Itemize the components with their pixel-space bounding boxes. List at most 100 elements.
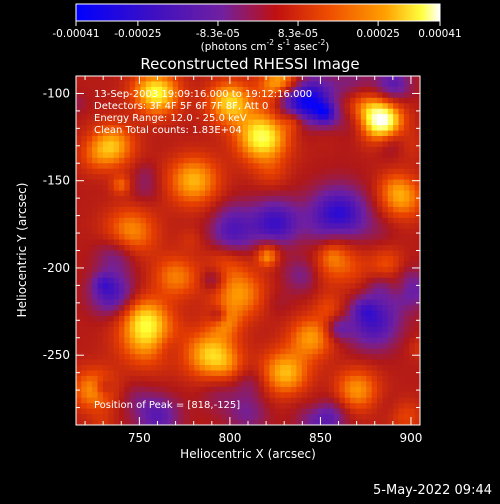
heatmap-cell <box>242 97 249 104</box>
heatmap-cell <box>366 179 373 186</box>
heatmap-cell <box>226 146 233 153</box>
heatmap-cell <box>183 392 190 399</box>
heatmap-cell <box>414 195 420 203</box>
heatmap-cell <box>119 108 125 115</box>
heatmap-cell <box>307 414 314 421</box>
heatmap-cell <box>296 370 303 377</box>
heatmap-cell <box>377 119 383 126</box>
heatmap-cell <box>135 365 142 372</box>
heatmap-cell <box>344 370 351 377</box>
heatmap-cell <box>145 277 152 284</box>
heatmap-cell <box>162 337 168 344</box>
heatmap-cell <box>355 114 362 121</box>
heatmap-cell <box>221 168 228 175</box>
heatmap-cell <box>140 288 147 295</box>
heatmap-cell <box>301 228 308 235</box>
heatmap-cell <box>414 152 420 159</box>
heatmap-cell <box>269 174 276 181</box>
heatmap-cell <box>360 277 367 284</box>
heatmap-cell <box>253 130 260 137</box>
heatmap-cell <box>248 245 254 252</box>
annotation-time: 13-Sep-2003 19:09:16.000 to 19:12:16.000 <box>94 89 312 100</box>
heatmap-cell <box>312 255 319 262</box>
heatmap-cell <box>366 321 373 328</box>
heatmap-cell <box>194 408 201 415</box>
heatmap-cell <box>258 414 265 421</box>
heatmap-cell <box>81 206 88 213</box>
heatmap-cell <box>183 97 190 104</box>
heatmap-cell <box>140 103 147 110</box>
heatmap-cell <box>377 97 383 104</box>
heatmap-cell <box>210 288 217 295</box>
heatmap-cell <box>140 239 147 246</box>
heatmap-cell <box>97 261 104 268</box>
heatmap-cell <box>387 152 394 159</box>
heatmap-cell <box>269 190 276 197</box>
heatmap-cell <box>113 146 120 153</box>
heatmap-cell <box>258 119 265 126</box>
heatmap-cell <box>253 185 260 192</box>
heatmap-cell <box>269 195 276 203</box>
heatmap-cell <box>231 185 238 192</box>
heatmap-cell <box>403 365 410 372</box>
heatmap-cell <box>86 76 93 83</box>
heatmap-cell <box>280 266 287 273</box>
heatmap-cell <box>183 337 190 344</box>
heatmap-cell <box>248 408 254 415</box>
heatmap-cell <box>269 76 276 83</box>
heatmap-cell <box>210 397 217 404</box>
heatmap-cell <box>307 103 314 110</box>
heatmap-cell <box>328 103 335 110</box>
heatmap-cell <box>253 310 260 317</box>
heatmap-cell <box>167 163 174 170</box>
heatmap-cell <box>221 414 228 421</box>
heatmap-cell <box>151 168 158 175</box>
heatmap-cell <box>258 190 265 197</box>
heatmap-cell <box>135 179 142 186</box>
heatmap-cell <box>140 81 147 88</box>
heatmap-cell <box>167 114 174 121</box>
heatmap-cell <box>162 141 168 148</box>
heatmap-cell <box>162 157 168 164</box>
heatmap-cell <box>210 337 217 344</box>
heatmap-cell <box>393 375 400 382</box>
heatmap-cell <box>301 277 308 284</box>
heatmap-cell <box>151 125 158 132</box>
heatmap-cell <box>194 239 201 246</box>
heatmap-cell <box>97 163 104 170</box>
heatmap-cell <box>124 337 131 344</box>
heatmap-cell <box>387 392 394 399</box>
heatmap-cell <box>264 414 271 421</box>
heatmap-cell <box>317 348 324 355</box>
heatmap-cell <box>280 228 287 235</box>
heatmap-cell <box>317 392 324 399</box>
heatmap-cell <box>162 315 168 322</box>
heatmap-cell <box>398 283 405 290</box>
heatmap-cell <box>269 408 276 415</box>
heatmap-cell <box>350 108 357 115</box>
heatmap-cell <box>264 272 271 279</box>
heatmap-cell <box>371 299 378 306</box>
heatmap-cell <box>162 228 168 235</box>
heatmap-cell <box>253 354 260 361</box>
heatmap-cell <box>183 255 190 262</box>
heatmap-cell <box>253 152 260 159</box>
heatmap-cell <box>113 261 120 268</box>
heatmap-cell <box>414 190 420 197</box>
heatmap-cell <box>382 119 389 126</box>
heatmap-cell <box>81 283 88 290</box>
heatmap-cell <box>242 354 249 361</box>
heatmap-cell <box>113 97 120 104</box>
heatmap-cell <box>258 272 265 279</box>
heatmap-cell <box>339 168 346 175</box>
heatmap-cell <box>344 266 351 273</box>
heatmap-cell <box>248 152 254 159</box>
heatmap-cell <box>328 250 335 257</box>
heatmap-cell <box>76 397 82 404</box>
heatmap-cell <box>274 228 281 235</box>
heatmap-cell <box>393 365 400 372</box>
heatmap-cell <box>242 403 249 410</box>
heatmap-cell <box>307 392 314 399</box>
heatmap-cell <box>355 190 362 197</box>
heatmap-cell <box>172 299 179 306</box>
